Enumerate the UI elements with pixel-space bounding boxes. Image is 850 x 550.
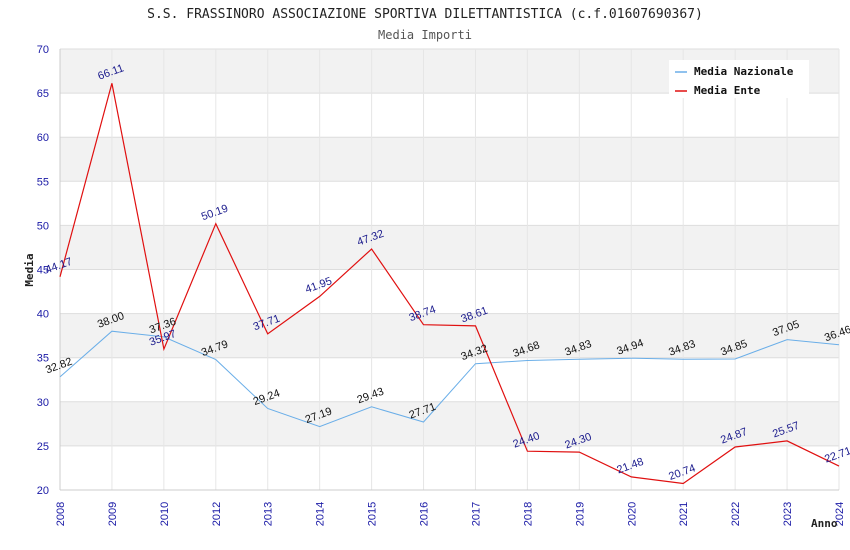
y-tick-label: 70 bbox=[37, 44, 49, 56]
x-tick-label: 2018 bbox=[522, 502, 534, 526]
x-tick-label: 2019 bbox=[574, 502, 586, 526]
grid-band bbox=[60, 357, 839, 402]
y-tick-label: 50 bbox=[37, 220, 49, 232]
legend-label-nazionale: Media Nazionale bbox=[694, 65, 794, 78]
grid-band bbox=[60, 401, 839, 446]
y-axis-ticks: 20 25 30 35 40 45 50 55 60 65 70 bbox=[37, 44, 49, 497]
grid-band bbox=[60, 445, 839, 490]
x-tick-label: 2008 bbox=[55, 502, 67, 526]
grid-band bbox=[60, 269, 839, 314]
legend: Media Nazionale Media Ente bbox=[669, 60, 809, 98]
legend-box bbox=[669, 60, 809, 98]
chart-title: S.S. FRASSINORO ASSOCIAZIONE SPORTIVA DI… bbox=[147, 7, 703, 22]
legend-label-ente: Media Ente bbox=[694, 84, 761, 97]
y-tick-label: 30 bbox=[37, 397, 49, 409]
x-tick-label: 2020 bbox=[626, 502, 638, 526]
x-tick-label: 2017 bbox=[470, 502, 482, 526]
grid-band bbox=[60, 137, 839, 182]
x-tick-label: 2016 bbox=[419, 502, 431, 526]
series-line-nazionale bbox=[59, 330, 840, 428]
x-tick-label: 2021 bbox=[678, 502, 690, 526]
y-tick-label: 20 bbox=[37, 485, 49, 497]
x-tick-label: 2022 bbox=[730, 502, 742, 526]
x-tick-label: 2013 bbox=[263, 502, 275, 526]
series-lines bbox=[59, 83, 840, 485]
grid-band bbox=[60, 313, 839, 358]
x-tick-label: 2024 bbox=[834, 502, 846, 526]
y-tick-label: 55 bbox=[37, 176, 49, 188]
y-tick-label: 65 bbox=[37, 88, 49, 100]
x-tick-label: 2023 bbox=[782, 502, 794, 526]
x-axis-ticks: 2008 2009 2010 2012 2013 2014 2015 2016 2017 2018… bbox=[55, 502, 846, 526]
grid-band bbox=[60, 93, 839, 138]
x-tick-label: 2014 bbox=[315, 502, 327, 526]
y-tick-label: 45 bbox=[37, 265, 49, 277]
y-tick-label: 35 bbox=[37, 353, 49, 365]
x-tick-label: 2010 bbox=[159, 502, 171, 526]
y-axis-label: Media bbox=[23, 253, 36, 286]
grid-lines bbox=[59, 48, 840, 491]
y-tick-label: 40 bbox=[37, 309, 49, 321]
x-axis-label: Anno bbox=[811, 517, 838, 530]
x-tick-label: 2012 bbox=[211, 502, 223, 526]
x-tick-label: 2015 bbox=[367, 502, 379, 526]
grid-band bbox=[60, 225, 839, 270]
grid-bands bbox=[60, 49, 839, 490]
y-tick-label: 25 bbox=[37, 441, 49, 453]
x-tick-label: 2009 bbox=[107, 502, 119, 526]
y-tick-label: 60 bbox=[37, 132, 49, 144]
grid-band bbox=[60, 181, 839, 226]
chart-subtitle: Media Importi bbox=[378, 28, 472, 42]
series-line-ente bbox=[59, 83, 840, 485]
